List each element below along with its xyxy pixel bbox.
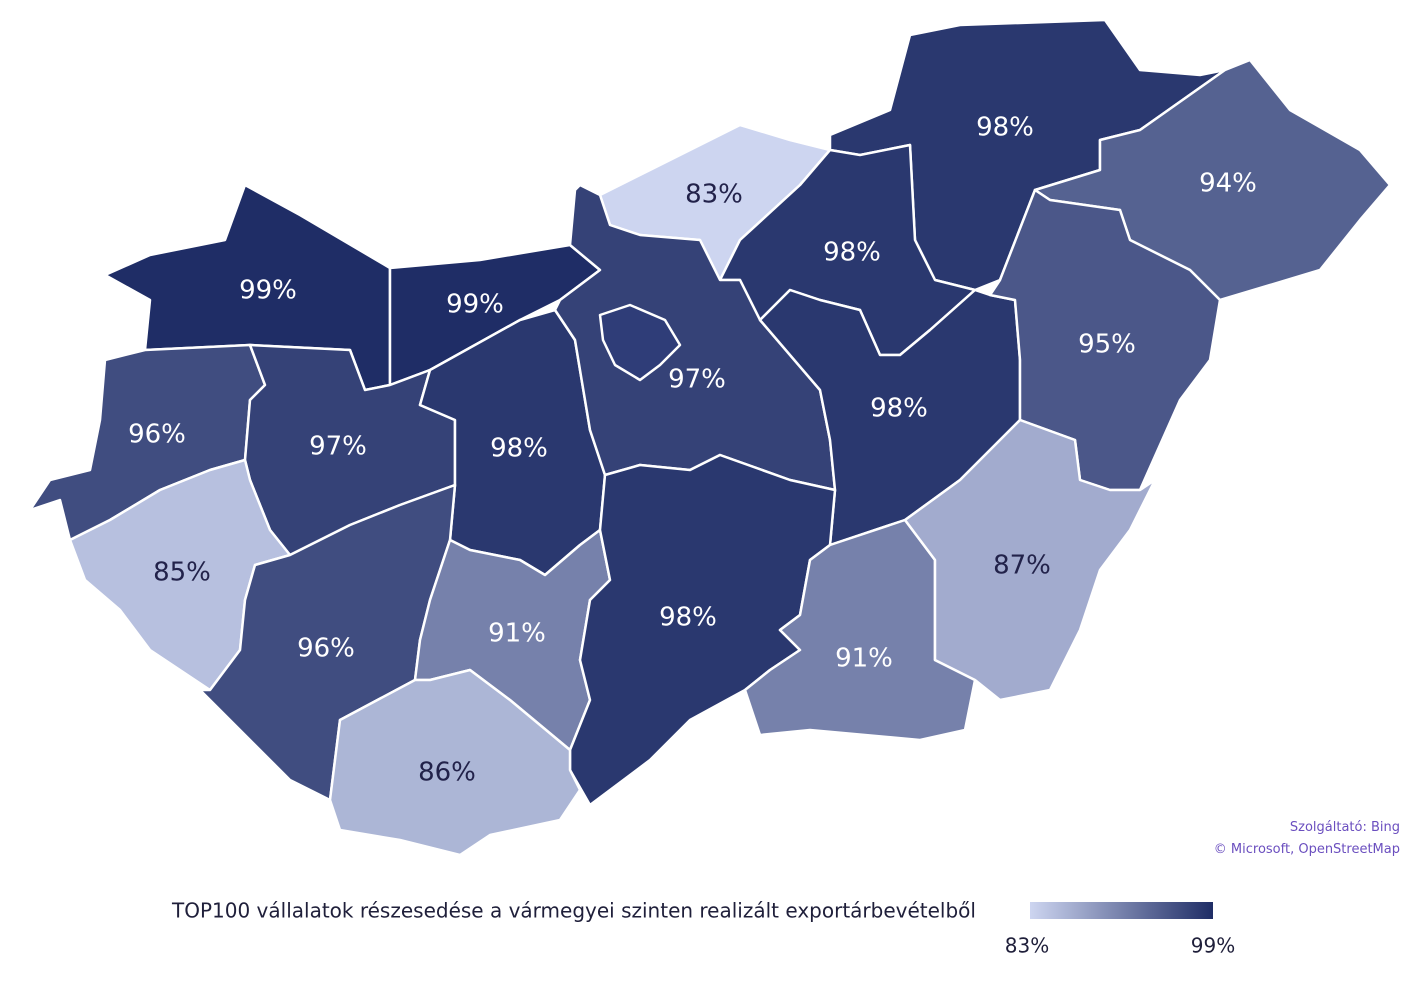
- value-label: 98%: [870, 394, 928, 424]
- legend-label: 99%: [1191, 934, 1235, 958]
- value-label: 98%: [976, 113, 1034, 143]
- legend-title: TOP100 vállalatok részesedése a vármegye…: [171, 899, 976, 923]
- county: [328, 668, 582, 857]
- value-label: 99%: [446, 290, 504, 320]
- attribution: © Microsoft, OpenStreetMap: [1214, 842, 1400, 857]
- value-label: 83%: [685, 180, 743, 210]
- value-label: 97%: [668, 365, 726, 395]
- county: [903, 418, 1157, 702]
- value-label: 98%: [823, 238, 881, 268]
- labels: 99% 99% 83% 98% 98% 94% 96% 97% 98% 97% 98% 95% 85% 9…: [128, 113, 1257, 788]
- value-label: 97%: [309, 432, 367, 462]
- value-label: 85%: [153, 558, 211, 588]
- regions: [28, 18, 1392, 857]
- value-label: 99%: [239, 276, 297, 306]
- legend-bar: [1030, 902, 1213, 919]
- budapest-outline: [598, 303, 682, 382]
- value-label: 87%: [993, 551, 1051, 581]
- value-label: 94%: [1199, 169, 1257, 199]
- value-label: 91%: [488, 619, 546, 649]
- value-label: 86%: [418, 758, 476, 788]
- value-label: 91%: [835, 644, 893, 674]
- value-label: 98%: [659, 603, 717, 633]
- value-label: 98%: [490, 434, 548, 464]
- legend-label: 83%: [1005, 934, 1049, 958]
- value-label: 96%: [297, 634, 355, 664]
- value-label: 96%: [128, 420, 186, 450]
- value-label: 95%: [1078, 330, 1136, 360]
- attribution: Szolgáltató: Bing: [1290, 820, 1400, 835]
